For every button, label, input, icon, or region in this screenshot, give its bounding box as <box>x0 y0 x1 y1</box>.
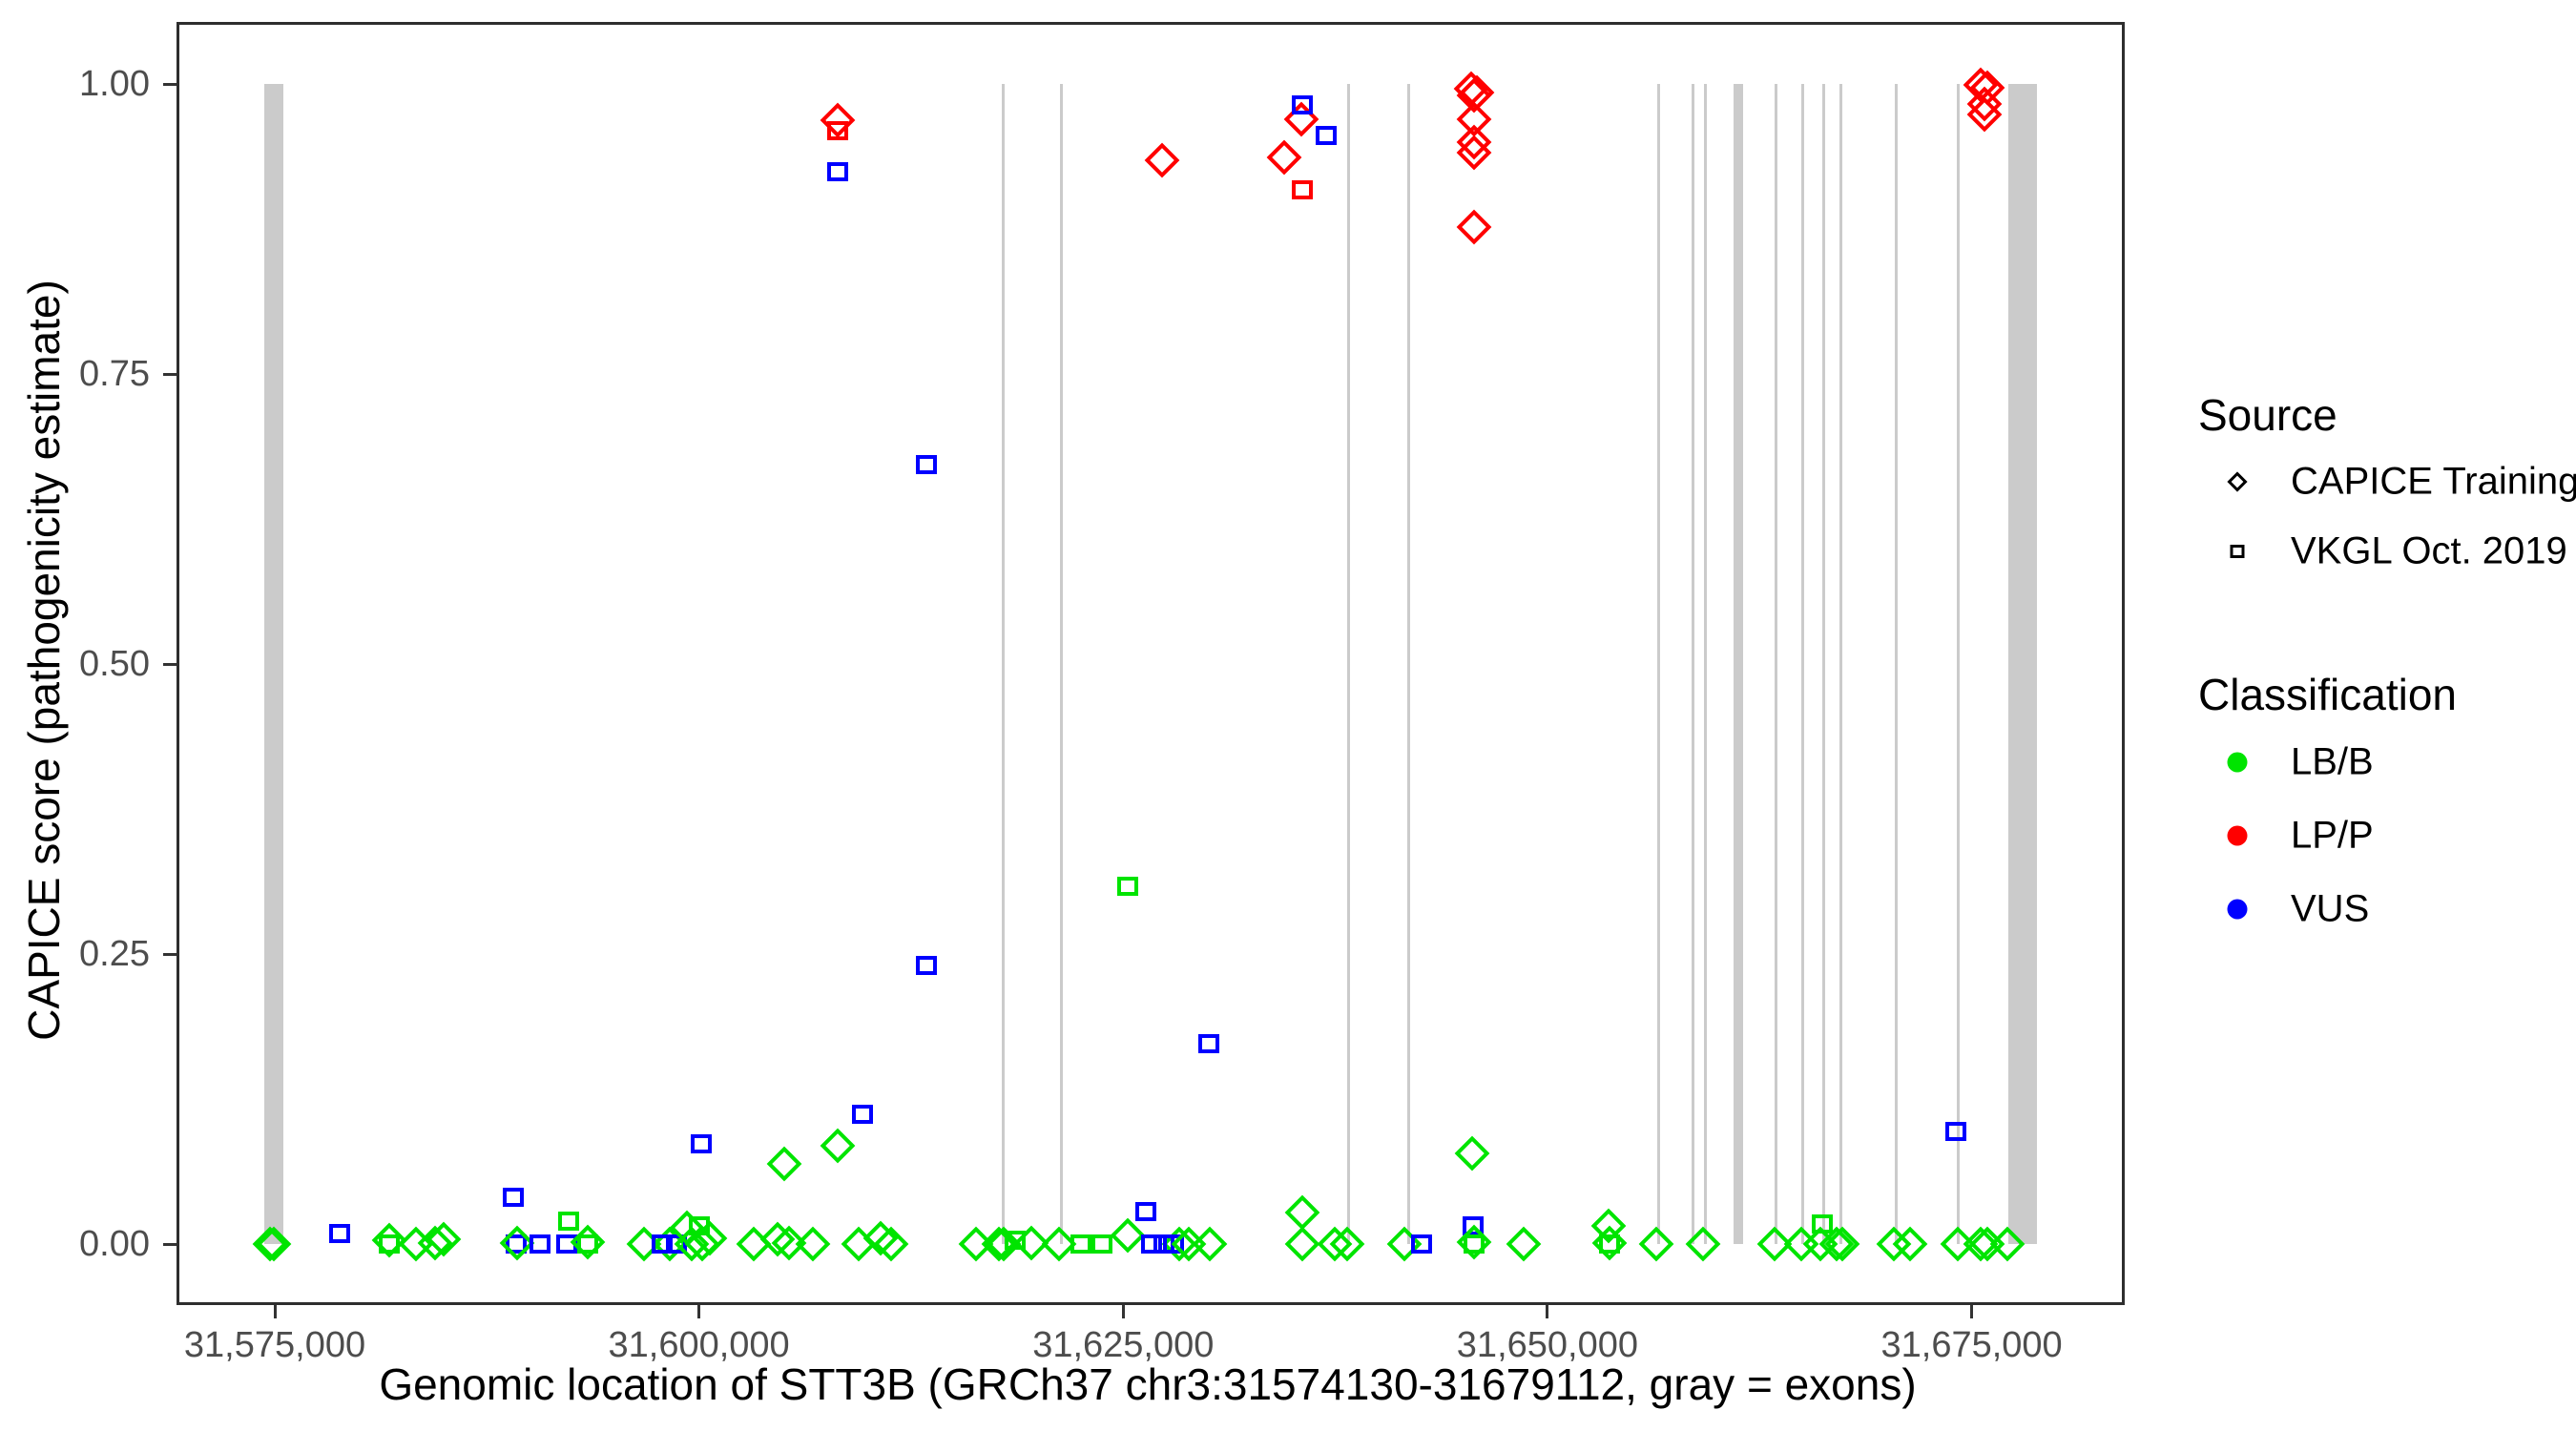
legend-item-label: LP/P <box>2291 814 2374 857</box>
data-point <box>1163 1234 1185 1254</box>
data-point <box>1506 1226 1542 1262</box>
data-point <box>689 1215 710 1235</box>
exon-bar <box>1656 84 1660 1244</box>
data-point <box>530 1234 551 1254</box>
exon-bar <box>1346 84 1350 1244</box>
x-tick-mark <box>1121 1305 1125 1318</box>
x-tick-mark <box>273 1305 277 1318</box>
data-point <box>766 1146 802 1182</box>
exon-bar <box>1894 84 1898 1244</box>
y-tick-label: 1.00 <box>79 64 150 104</box>
y-tick-label: 0.75 <box>79 354 150 394</box>
exon-bar <box>1060 84 1064 1244</box>
exon-bar <box>1774 84 1777 1244</box>
data-point <box>852 1104 874 1124</box>
exon-bar <box>1002 84 1006 1244</box>
diamond-key-icon <box>2227 471 2248 492</box>
y-tick-mark <box>163 82 177 86</box>
green-dot-icon <box>2227 752 2248 773</box>
data-point <box>690 1134 712 1154</box>
exon-bar <box>1406 84 1410 1244</box>
plot-panel <box>177 22 2125 1305</box>
legend-classification-title: Classification <box>2198 670 2457 719</box>
data-point <box>1091 1234 1112 1254</box>
legend-source-title: Source <box>2198 390 2337 440</box>
x-tick-label: 31,650,000 <box>1456 1325 1638 1365</box>
data-point <box>1070 1234 1091 1254</box>
data-point <box>1411 1234 1433 1254</box>
x-tick-label: 31,675,000 <box>1880 1325 2063 1365</box>
data-point <box>1198 1033 1220 1053</box>
data-point <box>503 1188 524 1208</box>
data-point <box>1005 1231 1026 1251</box>
y-tick-label: 0.50 <box>79 644 150 684</box>
y-tick-mark <box>163 1242 177 1246</box>
x-tick-label: 31,600,000 <box>608 1325 790 1365</box>
data-point <box>1945 1122 1966 1141</box>
data-point <box>1266 139 1302 175</box>
data-point <box>1454 1135 1490 1172</box>
data-point <box>1284 1226 1320 1262</box>
x-tick-mark <box>1970 1305 1974 1318</box>
data-point <box>556 1234 578 1254</box>
data-point <box>1464 1234 1485 1254</box>
exon-bar <box>1956 84 1960 1244</box>
exon-bar <box>1800 84 1804 1244</box>
exon-bar <box>1733 84 1743 1244</box>
data-point <box>666 1234 687 1254</box>
legend-item-label: VUS <box>2291 887 2370 930</box>
data-point <box>826 120 848 140</box>
data-point <box>1599 1234 1620 1254</box>
legend-item-label: LB/B <box>2291 740 2374 783</box>
data-point <box>1144 142 1180 178</box>
data-point <box>1316 125 1337 145</box>
data-point <box>1638 1226 1674 1262</box>
data-point <box>1284 1194 1320 1231</box>
data-point <box>328 1224 350 1243</box>
data-point <box>1117 877 1139 897</box>
data-point <box>820 1128 856 1163</box>
y-tick-mark <box>163 952 177 956</box>
data-point <box>1141 1234 1162 1254</box>
legend-item-label: CAPICE Training <box>2291 460 2576 503</box>
data-point <box>576 1234 598 1254</box>
exon-bar <box>1821 84 1825 1244</box>
y-tick-mark <box>163 662 177 666</box>
data-point <box>1292 94 1314 114</box>
data-point <box>1292 179 1314 199</box>
exon-bar <box>1703 84 1707 1244</box>
data-point <box>1192 1226 1228 1262</box>
exon-bar <box>1691 84 1694 1244</box>
x-axis-title: Genomic location of STT3B (GRCh37 chr3:3… <box>379 1359 1917 1409</box>
data-point <box>826 162 848 182</box>
x-tick-mark <box>1546 1305 1549 1318</box>
data-point <box>795 1226 831 1262</box>
x-tick-label: 31,575,000 <box>183 1325 366 1365</box>
data-point <box>1812 1214 1834 1234</box>
data-point <box>505 1234 527 1254</box>
exon-bar <box>2007 84 2037 1244</box>
data-point <box>652 1234 673 1254</box>
data-point <box>379 1234 400 1254</box>
x-tick-mark <box>697 1305 701 1318</box>
data-point <box>1110 1218 1146 1254</box>
data-point <box>256 1226 292 1262</box>
red-dot-icon <box>2227 825 2248 846</box>
y-tick-label: 0.25 <box>79 934 150 974</box>
square-key-icon <box>2230 545 2245 558</box>
data-point <box>916 454 937 474</box>
exon-bar <box>263 84 283 1244</box>
y-tick-mark <box>163 372 177 376</box>
data-point <box>1135 1201 1157 1221</box>
data-point <box>916 956 937 976</box>
x-tick-label: 31,625,000 <box>1032 1325 1215 1365</box>
y-tick-label: 0.00 <box>79 1224 150 1264</box>
blue-dot-icon <box>2227 899 2248 920</box>
data-point <box>1463 1215 1484 1235</box>
exon-bar <box>1839 84 1842 1244</box>
data-point <box>558 1211 579 1231</box>
legend-item-label: VKGL Oct. 2019 <box>2291 529 2567 572</box>
data-point <box>1456 209 1492 244</box>
